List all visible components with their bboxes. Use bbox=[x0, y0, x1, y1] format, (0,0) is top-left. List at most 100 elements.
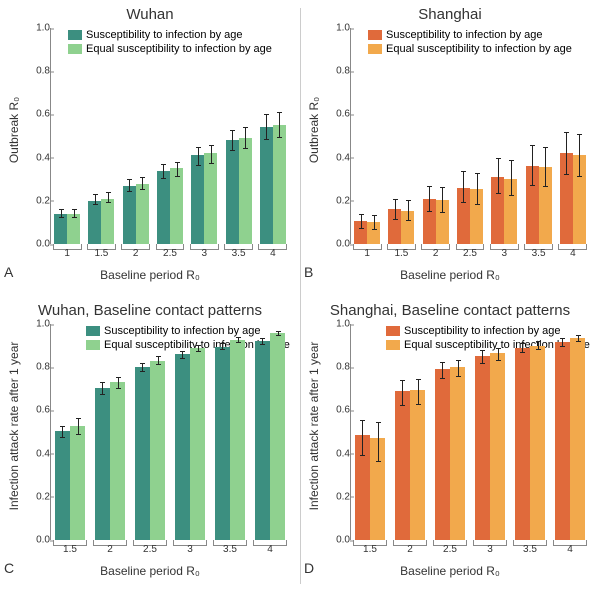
x-axis-label: Baseline period R₀ bbox=[0, 564, 300, 578]
panel-c: Wuhan, Baseline contact patternsCSuscept… bbox=[0, 296, 300, 592]
chart-area bbox=[350, 324, 590, 540]
error-bar bbox=[463, 171, 464, 203]
y-tick-label: 1.0 bbox=[330, 319, 350, 330]
x-tick-label: 3.5 bbox=[532, 248, 546, 259]
x-tick-label: 2 bbox=[133, 248, 139, 259]
error-bar bbox=[408, 200, 409, 222]
error-bar bbox=[418, 379, 419, 405]
x-tick-label: 1.5 bbox=[394, 248, 408, 259]
y-axis: 0.00.20.40.60.81.0 bbox=[330, 28, 350, 244]
x-tick-label: 4 bbox=[267, 544, 273, 555]
error-bar bbox=[245, 127, 246, 149]
error-bar bbox=[458, 360, 459, 377]
x-axis-label: Baseline period R₀ bbox=[300, 268, 600, 282]
x-tick-label: 3.5 bbox=[523, 544, 537, 555]
error-bar bbox=[579, 134, 580, 177]
y-axis: 0.00.20.40.60.81.0 bbox=[330, 324, 350, 540]
y-tick-label: 0.0 bbox=[30, 239, 50, 250]
error-bar bbox=[278, 331, 279, 336]
error-bar bbox=[442, 362, 443, 379]
error-bar bbox=[511, 160, 512, 197]
error-bar bbox=[429, 186, 430, 212]
error-bar bbox=[395, 199, 396, 221]
error-bar bbox=[374, 215, 375, 230]
x-tick-label: 1.5 bbox=[94, 248, 108, 259]
x-tick-label: 2.5 bbox=[443, 544, 457, 555]
error-bar bbox=[108, 192, 109, 203]
x-axis: 1.522.533.54 bbox=[350, 540, 590, 562]
error-bar bbox=[158, 356, 159, 365]
x-axis: 11.522.533.54 bbox=[50, 244, 290, 266]
panel-title: Wuhan bbox=[0, 6, 300, 23]
panel-title: Shanghai bbox=[300, 6, 600, 23]
error-bar bbox=[262, 338, 263, 344]
x-axis: 1.522.533.54 bbox=[50, 540, 290, 562]
y-tick-label: 0.4 bbox=[330, 448, 350, 459]
error-bar bbox=[182, 351, 183, 359]
panel-title: Wuhan, Baseline contact patterns bbox=[0, 302, 300, 319]
error-bar bbox=[163, 164, 164, 179]
x-tick-label: 3 bbox=[502, 248, 508, 259]
error-bar bbox=[402, 380, 403, 406]
error-bar bbox=[578, 335, 579, 343]
error-bar bbox=[102, 382, 103, 395]
panel-d: Shanghai, Baseline contact patternsDSusc… bbox=[300, 296, 600, 592]
x-axis: 11.522.533.54 bbox=[350, 244, 590, 266]
error-bar bbox=[95, 194, 96, 205]
x-tick-label: 3 bbox=[202, 248, 208, 259]
y-tick-label: 0.2 bbox=[330, 491, 350, 502]
y-axis-label: Outbreak R₀ bbox=[307, 97, 321, 163]
x-tick-label: 2.5 bbox=[163, 248, 177, 259]
x-tick-label: 2.5 bbox=[463, 248, 477, 259]
chart-area bbox=[50, 324, 290, 540]
error-bar bbox=[482, 350, 483, 364]
y-tick-label: 0.8 bbox=[30, 66, 50, 77]
x-tick-label: 1.5 bbox=[63, 544, 77, 555]
error-bar bbox=[61, 209, 62, 218]
error-bar bbox=[522, 343, 523, 353]
error-bar bbox=[498, 348, 499, 361]
chart-area bbox=[50, 28, 290, 244]
error-bar bbox=[177, 162, 178, 177]
y-tick-label: 1.0 bbox=[30, 319, 50, 330]
x-tick-label: 3.5 bbox=[232, 248, 246, 259]
y-tick-label: 0.6 bbox=[330, 405, 350, 416]
error-bar bbox=[198, 147, 199, 166]
error-bar bbox=[361, 214, 362, 229]
x-tick-label: 1.5 bbox=[363, 544, 377, 555]
x-tick-label: 4 bbox=[567, 544, 573, 555]
error-bar bbox=[142, 363, 143, 372]
x-tick-label: 1 bbox=[364, 248, 370, 259]
panel-a: WuhanASusceptibility to infection by age… bbox=[0, 0, 300, 296]
y-tick-label: 1.0 bbox=[330, 23, 350, 34]
error-bar bbox=[129, 179, 130, 192]
vertical-divider bbox=[300, 8, 301, 584]
x-tick-label: 3 bbox=[187, 544, 193, 555]
error-bar bbox=[279, 112, 280, 138]
y-tick-label: 0.4 bbox=[30, 152, 50, 163]
y-tick-label: 0.4 bbox=[30, 448, 50, 459]
y-tick-label: 0.2 bbox=[30, 491, 50, 502]
error-bar bbox=[118, 377, 119, 389]
x-axis-label: Baseline period R₀ bbox=[300, 564, 600, 578]
error-bar bbox=[62, 426, 63, 439]
error-bar bbox=[222, 343, 223, 349]
y-tick-label: 0.2 bbox=[330, 195, 350, 206]
panel-b: ShanghaiBSusceptibility to infection by … bbox=[300, 0, 600, 296]
error-bar bbox=[538, 341, 539, 350]
x-tick-label: 2 bbox=[107, 544, 113, 555]
y-tick-label: 0.6 bbox=[30, 405, 50, 416]
error-bar bbox=[74, 209, 75, 218]
error-bar bbox=[477, 173, 478, 205]
y-axis: 0.00.20.40.60.81.0 bbox=[30, 28, 50, 244]
error-bar bbox=[78, 418, 79, 435]
chart-area bbox=[350, 28, 590, 244]
error-bar bbox=[266, 114, 267, 140]
x-tick-label: 1 bbox=[64, 248, 70, 259]
error-bar bbox=[545, 147, 546, 187]
error-bar bbox=[532, 145, 533, 186]
y-tick-label: 0.8 bbox=[330, 66, 350, 77]
y-axis: 0.00.20.40.60.81.0 bbox=[30, 324, 50, 540]
x-tick-label: 2 bbox=[407, 544, 413, 555]
x-tick-label: 4 bbox=[570, 248, 576, 259]
